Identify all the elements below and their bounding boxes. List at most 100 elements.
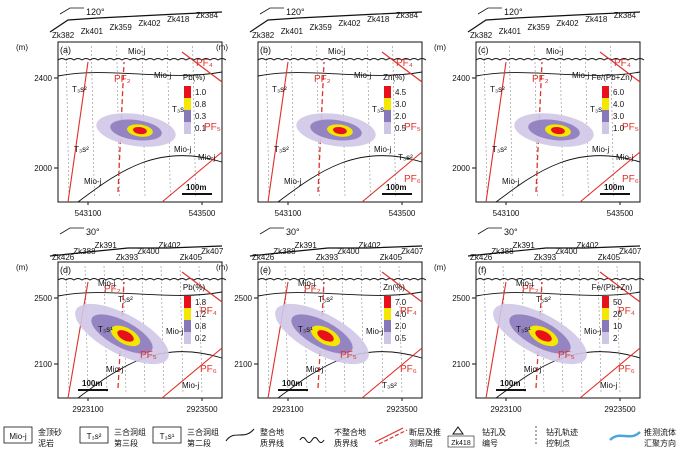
legend-swatch xyxy=(602,308,609,320)
meters-unit-label: (m) xyxy=(16,263,28,272)
legend-title: Fe/(Pb+Zn) xyxy=(592,283,633,292)
drill-trace xyxy=(198,265,203,393)
well-label: Zk405 xyxy=(380,253,403,262)
well-label: Zk405 xyxy=(598,253,621,262)
well-label: Zk391 xyxy=(295,241,318,250)
drill-trace xyxy=(392,45,396,197)
unit-symbol: T₃s¹ xyxy=(160,432,175,441)
legend-swatch xyxy=(602,86,609,98)
well-label: Zk426 xyxy=(52,253,75,262)
legend-text: 三合洞组 xyxy=(114,427,146,437)
unit-label: T₃s² xyxy=(382,381,397,390)
legend-value: 0.8 xyxy=(195,322,207,331)
legend-swatch xyxy=(602,122,609,134)
topography-line xyxy=(49,245,223,257)
x-tick-label: 2923500 xyxy=(186,405,218,414)
panel-b: 120° Zk382 Zk401 Zk359 Zk402 Zk418 Zk384 (m) (b)… xyxy=(216,7,427,218)
x-tick-label: 2923100 xyxy=(272,405,304,414)
unit-symbol: Mio-j xyxy=(9,432,27,441)
fault-line xyxy=(361,151,423,203)
x-tick-label: 543100 xyxy=(75,209,102,218)
unit-label: Mio-j xyxy=(166,327,184,336)
scale-bar-label: 100m xyxy=(500,379,520,388)
panel-label: (d) xyxy=(60,265,71,275)
fluid-arrow-symbol xyxy=(609,431,641,441)
legend-swatch xyxy=(184,308,191,320)
well-label: Zk402 xyxy=(358,241,381,250)
legend-swatch xyxy=(602,98,609,110)
drill-trace xyxy=(559,45,564,197)
drill-trace xyxy=(483,265,488,393)
drill-trace xyxy=(65,45,70,197)
drill-trace xyxy=(316,45,320,197)
unit-label: T₃s² xyxy=(172,105,187,114)
drill-trace xyxy=(534,45,538,197)
unit-label: T₃s² xyxy=(536,295,551,304)
legend-value: 0.1 xyxy=(195,124,207,133)
legend-value: 10 xyxy=(613,322,622,331)
panel-frame xyxy=(475,41,641,203)
unit-label: Mio-j xyxy=(154,71,172,80)
legend-value: 3.0 xyxy=(613,112,625,121)
legend-text: 不整合地 xyxy=(334,427,366,437)
unit-label: Mio-j xyxy=(298,279,316,288)
conformable-contact xyxy=(57,291,223,297)
well-label: Zk400 xyxy=(137,247,160,256)
fault-label: PF₂ xyxy=(304,284,321,295)
fault-label: PF₄ xyxy=(196,58,213,69)
drill-trace xyxy=(265,265,270,393)
topography-line xyxy=(249,11,423,33)
legend-value: 4.5 xyxy=(395,88,407,97)
legend-swatch xyxy=(602,332,609,344)
well-label: Zk407 xyxy=(619,247,642,256)
unconformity-line xyxy=(257,58,427,61)
drill-trace xyxy=(367,45,371,197)
unit-label: T₃s² xyxy=(318,295,333,304)
unit-label: T₃s² xyxy=(490,85,505,94)
y-tick-label: 2500 xyxy=(452,294,470,303)
legend-value: 50 xyxy=(613,298,622,307)
well-label: Zk405 xyxy=(180,253,203,262)
legend-value: 20 xyxy=(613,310,622,319)
fault-label: PF₆ xyxy=(618,364,635,375)
unit-label: T₃s² xyxy=(72,85,87,94)
well-label: Zk418 xyxy=(367,15,390,24)
drill-trace xyxy=(116,45,120,197)
well-label: Zk400 xyxy=(337,247,360,256)
well-label: Zk388 xyxy=(73,247,96,256)
unit-label: T₃s¹ xyxy=(98,325,113,334)
conformable-contact xyxy=(257,291,423,297)
unit-label: Mio-j xyxy=(572,71,590,80)
conformable-contact xyxy=(277,155,423,203)
unit-label: T₃s¹ xyxy=(298,325,313,334)
meters-unit-label: (m) xyxy=(434,43,446,52)
drill-trace xyxy=(578,265,583,393)
anomaly-red xyxy=(117,330,134,342)
unit-label: Mio-j xyxy=(284,177,302,186)
legend-swatch xyxy=(384,332,391,344)
fault-line xyxy=(485,61,507,203)
legend-value: 1.2 xyxy=(195,310,207,319)
meters-unit-label: (m) xyxy=(216,43,228,52)
well-label: Zk388 xyxy=(491,247,514,256)
north-arrow-icon xyxy=(59,7,84,15)
unit-label: Mio-j xyxy=(306,365,324,374)
well-label: Zk382 xyxy=(470,31,493,40)
x-tick-label: 543500 xyxy=(189,209,216,218)
fault-label: PF₆ xyxy=(200,364,217,375)
legend-text: 质界线 xyxy=(260,438,284,448)
topography-line xyxy=(467,245,641,257)
fault-label: PF₆ xyxy=(400,364,417,375)
y-tick-label: 2400 xyxy=(452,74,470,83)
well-label: Zk418 xyxy=(585,15,608,24)
legend-swatch xyxy=(384,98,391,110)
well-label: Zk402 xyxy=(158,241,181,250)
drill-trace xyxy=(610,45,614,197)
azimuth-label: 120° xyxy=(286,7,305,17)
figure-canvas: 120° Zk382 Zk401 Zk359 Zk402 Zk418 Zk384 (m) (a)… xyxy=(16,7,645,414)
anomaly-red xyxy=(133,126,147,135)
